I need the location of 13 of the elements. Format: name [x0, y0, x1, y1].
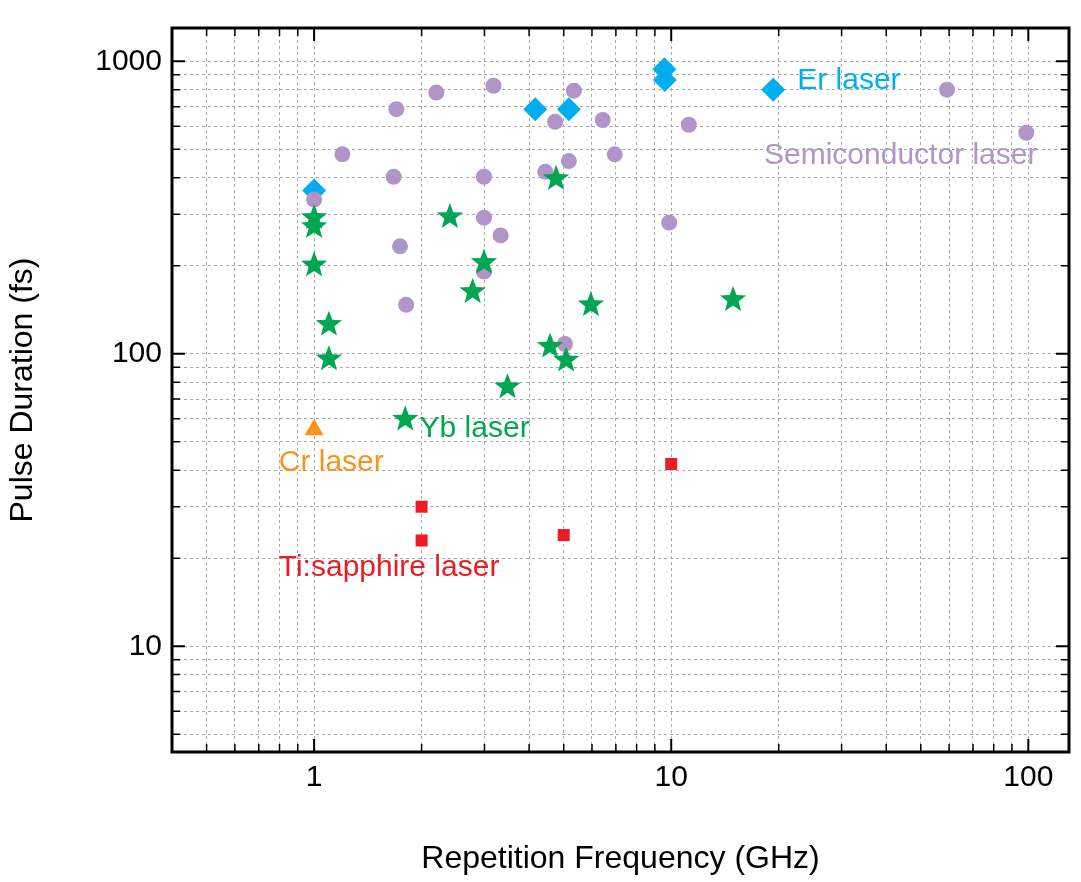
x-tick-label: 10	[654, 759, 688, 793]
x-axis-title: Repetition Frequency (GHz)	[421, 838, 820, 875]
y-axis-title: Pulse Duration (fs)	[3, 257, 40, 523]
x-tick-label: 100	[1003, 759, 1054, 793]
series-label: Ti:sapphire laser	[278, 549, 500, 583]
y-tick-label: 10	[128, 627, 162, 661]
y-tick-label: 100	[111, 335, 162, 369]
series-label: Er laser	[797, 62, 901, 96]
y-tick-label: 1000	[95, 42, 162, 76]
series-label: Cr laser	[278, 443, 384, 477]
series-label: Yb laser	[419, 410, 530, 444]
x-tick-label: 1	[305, 759, 323, 793]
series-label: Semiconductor laser	[764, 137, 1038, 171]
